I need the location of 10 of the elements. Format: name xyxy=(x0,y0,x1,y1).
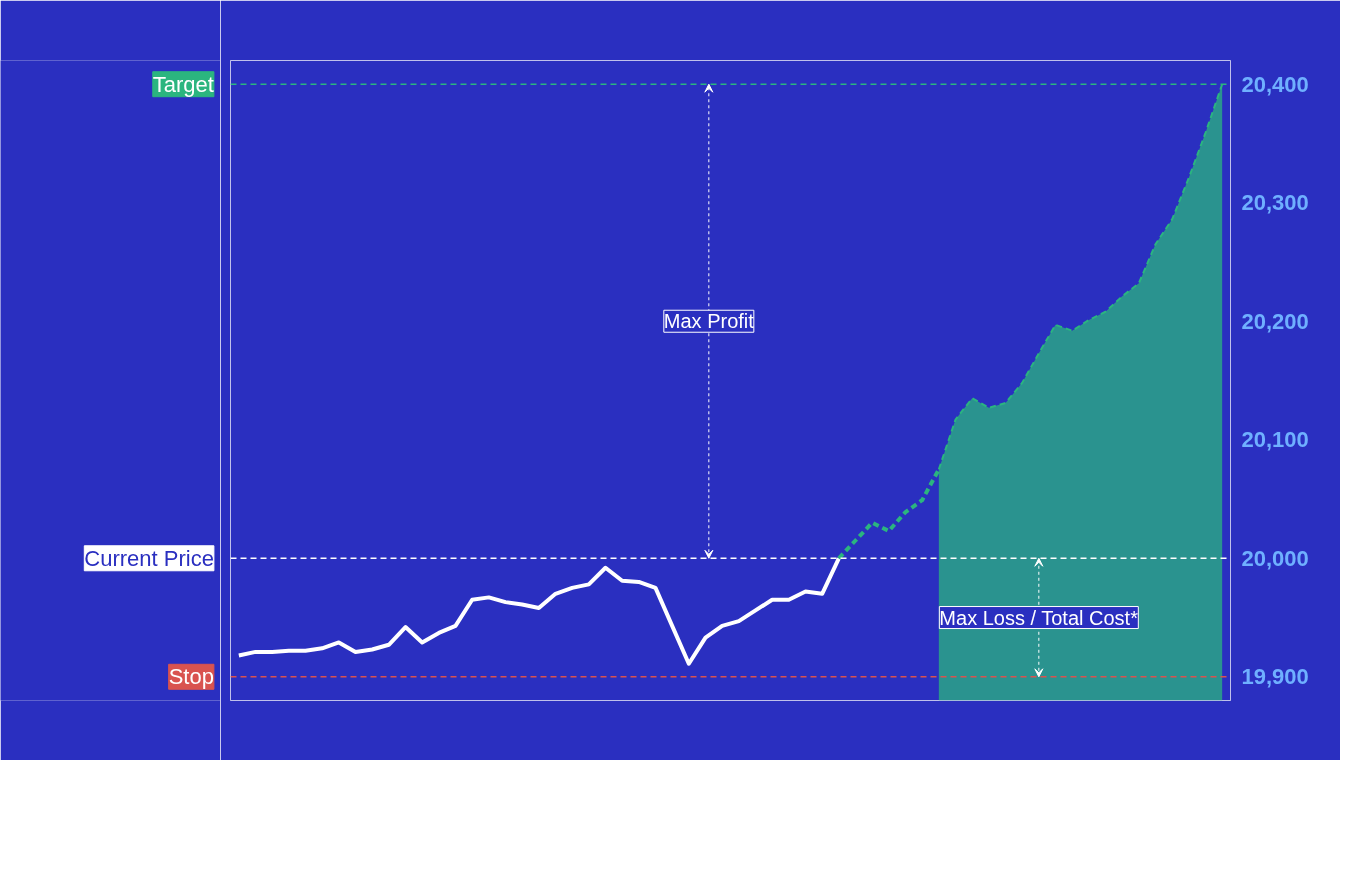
y-tick-label: 20,200 xyxy=(1241,308,1309,334)
annotation: Max Loss / Total Cost* xyxy=(939,606,1139,629)
y-tick-label: 20,000 xyxy=(1241,545,1309,571)
ref-line-label: Current Price xyxy=(84,545,214,571)
y-tick-label: 20,400 xyxy=(1241,71,1309,97)
ref-line-label: Target xyxy=(152,71,214,97)
y-tick-label: 20,300 xyxy=(1241,190,1309,216)
y-tick-label: 19,900 xyxy=(1241,664,1309,690)
ref-line-label: Stop xyxy=(168,664,214,690)
y-tick-label: 20,100 xyxy=(1241,427,1309,453)
